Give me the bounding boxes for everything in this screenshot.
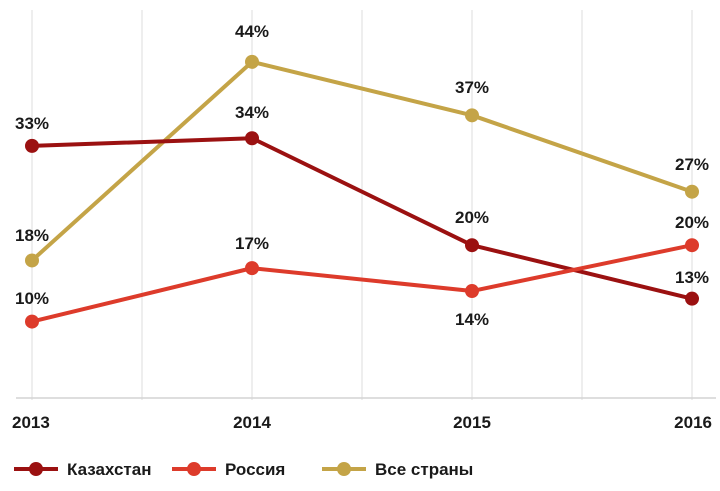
legend-item-all-countries: Все страны	[322, 460, 473, 479]
point-russia-2015	[465, 284, 479, 299]
data-label-kazakhstan-2014: 34%	[235, 103, 269, 122]
data-label-kazakhstan-2016: 13%	[675, 268, 709, 287]
x-tick-2013: 2013	[12, 413, 50, 432]
point-kazakhstan-2014	[245, 131, 259, 146]
data-label-russia-2013: 10%	[15, 289, 49, 308]
point-kazakhstan-2015	[465, 238, 479, 253]
data-label-all-countries-2013: 18%	[15, 226, 49, 245]
data-label-russia-2016: 20%	[675, 213, 709, 232]
point-all-countries-2013	[25, 253, 39, 268]
point-kazakhstan-2013	[25, 138, 39, 153]
x-tick-2016: 2016	[674, 413, 712, 432]
legend-marker-kazakhstan	[29, 462, 43, 476]
data-label-all-countries-2015: 37%	[455, 78, 489, 97]
series-line-russia	[31, 243, 693, 324]
data-label-all-countries-2014: 44%	[235, 22, 269, 41]
legend-label-kazakhstan: Казахстан	[67, 460, 151, 479]
data-label-kazakhstan-2015: 20%	[455, 208, 489, 227]
x-axis-ticks: 2013 2014 2015 2016	[12, 413, 712, 432]
series-line-all-countries	[30, 59, 693, 262]
data-label-russia-2014: 17%	[235, 234, 269, 253]
grid-lines	[31, 10, 693, 400]
legend-label-russia: Россия	[225, 460, 285, 479]
point-russia-2013	[25, 314, 39, 329]
point-all-countries-2016	[685, 184, 699, 199]
point-all-countries-2015	[465, 108, 479, 123]
series-line-kazakhstan	[31, 136, 693, 301]
legend-marker-russia	[187, 462, 201, 476]
legend-item-russia: Россия	[172, 460, 285, 479]
point-all-countries-2014	[245, 54, 259, 69]
point-kazakhstan-2016	[685, 291, 699, 306]
series-group	[25, 54, 699, 329]
data-label-all-countries-2016: 27%	[675, 155, 709, 174]
x-tick-2015: 2015	[453, 413, 491, 432]
legend-label-all-countries: Все страны	[375, 460, 473, 479]
point-russia-2014	[245, 261, 259, 276]
legend-marker-all-countries	[337, 462, 351, 476]
data-label-kazakhstan-2013: 33%	[15, 114, 49, 133]
data-labels: 33% 34% 20% 13% 10% 17% 14% 20% 18% 44% 37% 27%	[15, 22, 709, 329]
legend-item-kazakhstan: Казахстан	[14, 460, 151, 479]
point-russia-2016	[685, 238, 699, 253]
data-label-russia-2015: 14%	[455, 310, 489, 329]
legend: Казахстан Россия Все страны	[14, 460, 473, 479]
x-tick-2014: 2014	[233, 413, 271, 432]
